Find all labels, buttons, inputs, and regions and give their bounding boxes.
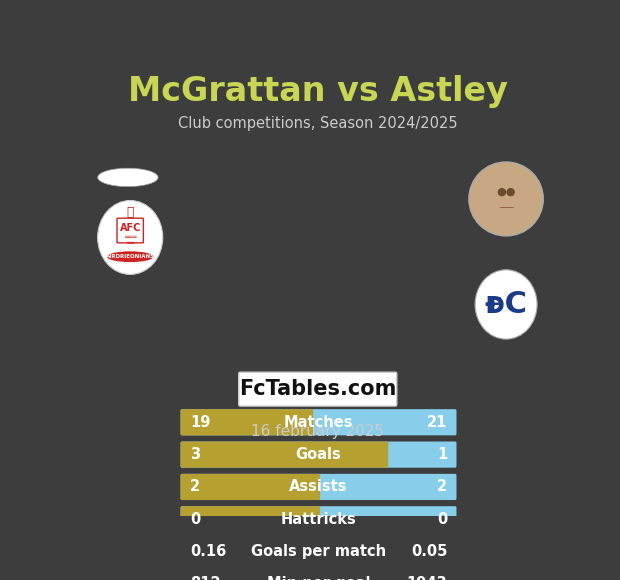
Ellipse shape <box>107 251 153 262</box>
FancyBboxPatch shape <box>117 218 143 243</box>
Text: Hattricks: Hattricks <box>281 512 356 527</box>
FancyBboxPatch shape <box>180 441 388 467</box>
FancyBboxPatch shape <box>239 372 397 406</box>
Text: 21: 21 <box>427 415 447 430</box>
Text: Goals: Goals <box>296 447 342 462</box>
Text: 2: 2 <box>190 480 200 494</box>
Ellipse shape <box>98 168 158 187</box>
FancyBboxPatch shape <box>180 571 456 580</box>
FancyBboxPatch shape <box>180 409 313 436</box>
Text: 1: 1 <box>437 447 447 462</box>
Text: 0.05: 0.05 <box>411 544 447 559</box>
Text: ═══: ═══ <box>124 233 136 239</box>
Text: 812: 812 <box>190 577 221 580</box>
Text: 0: 0 <box>190 512 200 527</box>
Text: ●●: ●● <box>497 186 516 196</box>
Text: 0: 0 <box>437 512 447 527</box>
FancyBboxPatch shape <box>180 474 320 500</box>
Text: ___: ___ <box>498 198 513 208</box>
Ellipse shape <box>97 201 162 274</box>
FancyBboxPatch shape <box>180 571 264 580</box>
Text: 16 february 2025: 16 february 2025 <box>251 424 384 439</box>
Text: 🐓: 🐓 <box>126 206 134 219</box>
FancyBboxPatch shape <box>180 506 320 532</box>
Text: 19: 19 <box>190 415 210 430</box>
FancyBboxPatch shape <box>180 441 456 467</box>
Text: 0.16: 0.16 <box>190 544 226 559</box>
FancyBboxPatch shape <box>180 409 456 436</box>
Text: AFC: AFC <box>120 223 141 233</box>
Text: FcTables.com: FcTables.com <box>239 379 396 399</box>
Text: Goals per match: Goals per match <box>251 544 386 559</box>
Text: ᴆC: ᴆC <box>485 290 528 319</box>
Text: McGrattan vs Astley: McGrattan vs Astley <box>128 75 508 108</box>
FancyBboxPatch shape <box>180 474 456 500</box>
Text: AIRDRIEONIANS: AIRDRIEONIANS <box>105 254 155 259</box>
Text: Assists: Assists <box>290 480 348 494</box>
FancyBboxPatch shape <box>180 538 391 565</box>
FancyBboxPatch shape <box>180 538 456 565</box>
FancyBboxPatch shape <box>180 506 456 532</box>
Text: 3: 3 <box>190 447 200 462</box>
Text: 1943: 1943 <box>407 577 447 580</box>
Text: Matches: Matches <box>284 415 353 430</box>
Text: Club competitions, Season 2024/2025: Club competitions, Season 2024/2025 <box>178 116 458 131</box>
Text: 2: 2 <box>437 480 447 494</box>
Circle shape <box>469 162 543 236</box>
Text: F: F <box>489 296 502 316</box>
Text: Min per goal: Min per goal <box>267 577 370 580</box>
Ellipse shape <box>475 270 537 339</box>
Text: ══: ══ <box>126 239 135 245</box>
